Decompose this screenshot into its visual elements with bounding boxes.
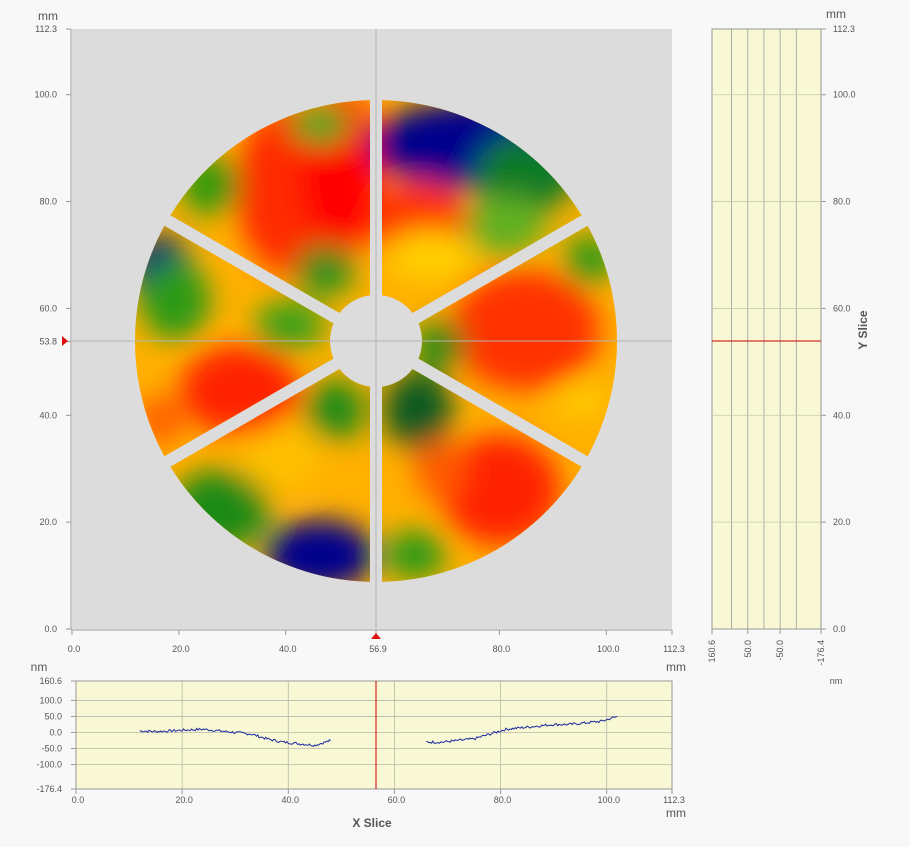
x-slice-y-tick-label: -50.0 — [41, 743, 62, 753]
x-slice-y-tick-label: 50.0 — [44, 711, 62, 721]
y-slice-x-tick-label: 160.6 — [707, 640, 717, 663]
y-tick-label: 112.3 — [35, 24, 57, 34]
x-slice-grid — [76, 681, 672, 789]
y-slice-tick-label: 60.0 — [833, 303, 851, 313]
x-slice-y-tick-label: -100.0 — [36, 760, 62, 770]
x-slice-x-tick-label: 0.0 — [72, 795, 85, 805]
y-slice-panel[interactable]: 112.3 100.0 80.0 60.0 40.0 20.0 0.0 160.6 50.0 -… — [707, 7, 870, 686]
x-tick-label: 40.0 — [279, 644, 297, 654]
x-slice-profile-2 — [426, 715, 618, 744]
x-slice-y-tick-label: 100.0 — [39, 695, 62, 705]
x-slice-x-tick-label: 80.0 — [494, 795, 512, 805]
y-tick-label: 40.0 — [39, 410, 57, 420]
y-slice-tick-label: 80.0 — [833, 197, 851, 207]
y-slice-y-ticks: 112.3 100.0 80.0 60.0 40.0 20.0 0.0 — [821, 24, 856, 634]
x-slice-y-tick-label: 160.6 — [39, 676, 62, 686]
main-y-unit: mm — [38, 9, 58, 23]
y-slice-x-tick-label: -176.4 — [816, 640, 826, 666]
x-slice-x-tick-label: 40.0 — [282, 795, 300, 805]
x-slice-x-tick-label: 20.0 — [175, 795, 193, 805]
x-tick-label: 56.9 — [369, 644, 387, 654]
y-slice-x-tick-label: -50.0 — [775, 640, 785, 661]
x-slice-x-ticks: 0.0 20.0 40.0 60.0 80.0 100.0 112.3 — [72, 789, 685, 805]
main-y-ticks: 112.3 100.0 80.0 60.0 53.8 40.0 20.0 0.0 — [34, 24, 71, 634]
x-slice-y-tick-label: 0.0 — [49, 727, 62, 737]
y-tick-label: 0.0 — [44, 624, 57, 634]
x-slice-profile-1 — [139, 727, 331, 747]
x-slice-y-ticks: 160.6 100.0 50.0 0.0 -50.0 -100.0 -176.4 — [36, 676, 76, 794]
x-slice-x-tick-label: 60.0 — [388, 795, 406, 805]
x-slice-x-tick-label: 100.0 — [597, 795, 620, 805]
y-slice-x-ticks: 160.6 50.0 -50.0 -176.4 — [707, 629, 826, 666]
y-slice-tick-label: 112.3 — [833, 24, 855, 34]
x-slice-top-unit: nm — [31, 660, 48, 674]
y-slice-grid — [712, 29, 821, 629]
y-slice-x-tick-label: 50.0 — [743, 640, 753, 658]
x-slice-panel[interactable]: 160.6 100.0 50.0 0.0 -50.0 -100.0 -176.4 0.0 20… — [31, 660, 686, 830]
y-slice-top-unit: mm — [826, 7, 846, 21]
x-slice-x-tick-label: 112.3 — [663, 795, 685, 805]
y-slice-background — [711, 28, 822, 630]
x-position-marker[interactable] — [371, 633, 381, 639]
x-tick-label: 112.3 — [663, 644, 685, 654]
y-slice-tick-label: 100.0 — [833, 90, 856, 100]
y-tick-label: 60.0 — [39, 303, 57, 313]
y-tick-label: 20.0 — [39, 517, 57, 527]
y-slice-title: Y Slice — [856, 310, 870, 349]
x-tick-label: 0.0 — [68, 644, 81, 654]
x-tick-label: 20.0 — [172, 644, 190, 654]
main-x-unit: mm — [666, 660, 686, 674]
y-tick-label: 80.0 — [39, 197, 57, 207]
x-slice-title: X Slice — [352, 816, 392, 830]
y-position-marker[interactable] — [62, 336, 68, 346]
y-tick-label: 100.0 — [34, 90, 57, 100]
x-slice-y-tick-label: -176.4 — [36, 784, 62, 794]
y-slice-tick-label: 0.0 — [833, 624, 846, 634]
y-slice-bottom-unit: nm — [830, 676, 843, 686]
y-slice-tick-label: 20.0 — [833, 517, 851, 527]
main-map-panel[interactable]: 112.3 100.0 80.0 60.0 53.8 40.0 20.0 0.0 0.0 20.… — [34, 9, 686, 674]
main-x-ticks: 0.0 20.0 40.0 56.9 80.0 100.0 112.3 — [68, 630, 685, 654]
x-tick-label: 80.0 — [493, 644, 511, 654]
y-tick-label: 53.8 — [39, 337, 57, 347]
x-slice-bottom-unit: mm — [666, 806, 686, 820]
y-slice-tick-label: 40.0 — [833, 410, 851, 420]
x-slice-background — [75, 680, 673, 790]
x-slice-profiles — [139, 715, 618, 747]
x-tick-label: 100.0 — [597, 644, 620, 654]
